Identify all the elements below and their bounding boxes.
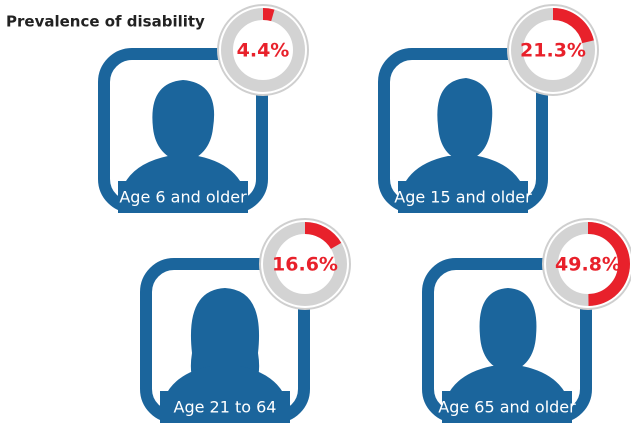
label-band (160, 391, 290, 423)
gauge-arc (587, 222, 630, 306)
gauge-arc (262, 8, 275, 22)
silhouette-head (479, 288, 537, 373)
category-label: Age 21 to 64 (174, 398, 277, 417)
gauge-arc (552, 8, 594, 44)
panel: Age 21 to 64 (140, 258, 310, 423)
panel: Age 15 and older (378, 48, 548, 213)
category-label: Age 15 and older (394, 188, 532, 207)
category-label: Age 65 and older (438, 398, 576, 417)
value-label: 49.8% (555, 254, 621, 276)
silhouette-head (437, 78, 493, 162)
label-band (442, 391, 572, 423)
value-label: 16.6% (272, 254, 338, 276)
panel: Age 65 and older (422, 258, 592, 423)
gauge-arc (304, 222, 342, 250)
label-band (398, 181, 528, 213)
chart-title: Prevalence of disability (6, 13, 205, 31)
category-label: Age 6 and older (119, 188, 247, 207)
silhouette-head (190, 288, 260, 388)
silhouette-head (152, 80, 215, 163)
value-label: 21.3% (520, 40, 586, 62)
panel: Age 6 and older (98, 48, 268, 213)
value-label: 4.4% (237, 40, 290, 62)
label-band (118, 181, 248, 213)
